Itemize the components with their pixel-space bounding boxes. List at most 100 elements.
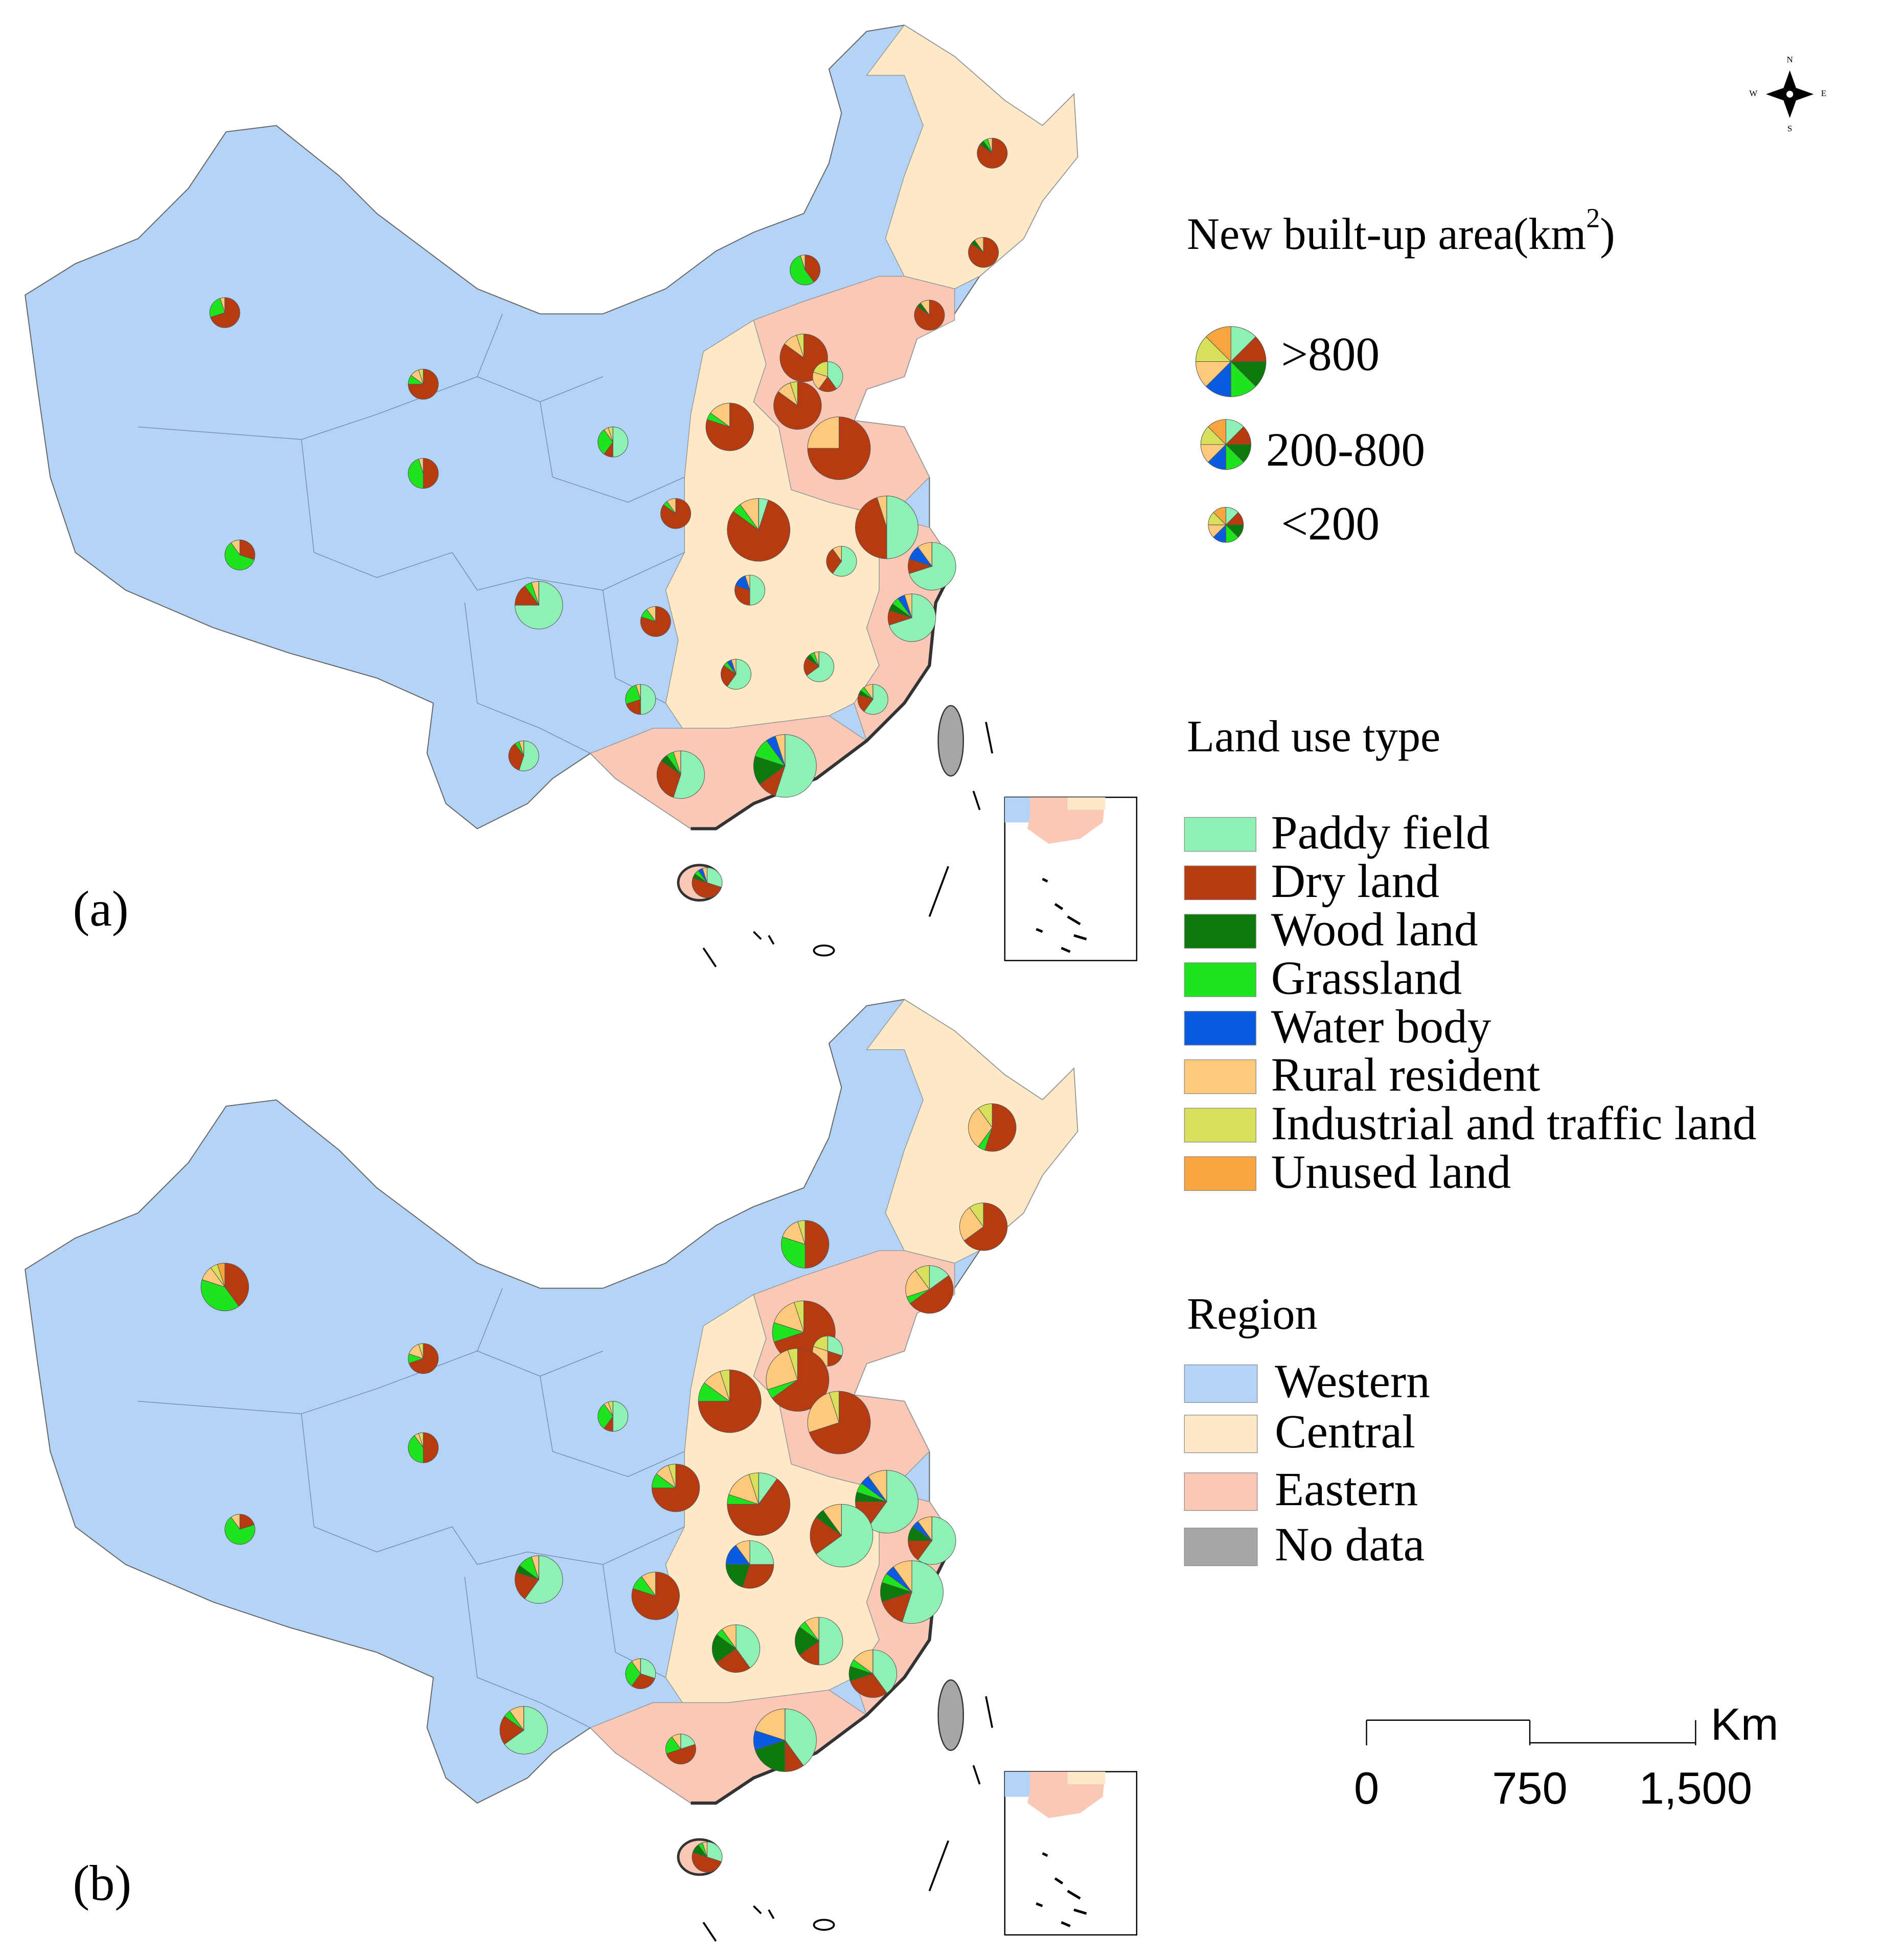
inset-island bbox=[1067, 1889, 1081, 1900]
legend-pie-wedge bbox=[1205, 326, 1231, 362]
taiwan bbox=[937, 705, 964, 777]
title-part: ) bbox=[1600, 209, 1615, 259]
island bbox=[753, 931, 762, 940]
legend-label: Central bbox=[1275, 1405, 1415, 1458]
pie-wedge bbox=[626, 699, 641, 715]
pie-wedge bbox=[499, 1716, 524, 1745]
pie-wedge bbox=[818, 1617, 843, 1666]
legend-label: Western bbox=[1275, 1355, 1430, 1408]
land-use-title: Land use type bbox=[1187, 711, 1440, 762]
compass-s: S bbox=[1787, 124, 1793, 133]
province-border bbox=[464, 1577, 591, 1728]
pie-wedge bbox=[504, 1706, 548, 1755]
legend-swatch bbox=[1184, 1011, 1256, 1046]
pie-wedge bbox=[754, 1740, 786, 1772]
pie-wedge bbox=[224, 542, 255, 570]
province-border bbox=[477, 1288, 503, 1351]
pie-wedge bbox=[902, 1560, 944, 1624]
pie-wedge bbox=[795, 1626, 820, 1656]
pie-wedge bbox=[625, 1661, 641, 1687]
legend-pie-wedge bbox=[1213, 507, 1226, 526]
legend-swatch bbox=[1184, 817, 1256, 852]
legend-swatch bbox=[1184, 914, 1256, 949]
pie-wedge bbox=[968, 237, 999, 268]
pie-wedge bbox=[726, 659, 751, 690]
inset-island bbox=[1036, 1902, 1043, 1907]
island bbox=[768, 935, 775, 945]
size-class-label: 200-800 bbox=[1266, 424, 1425, 476]
inset-island bbox=[1073, 934, 1087, 941]
island bbox=[985, 722, 994, 754]
pie-wedge bbox=[524, 1555, 563, 1604]
pie-wedge bbox=[736, 1624, 761, 1669]
pie-wedge bbox=[984, 1103, 1017, 1152]
legend-swatch bbox=[1184, 962, 1256, 997]
pie-wedge bbox=[905, 1270, 930, 1298]
pie-wedge bbox=[809, 1391, 871, 1455]
pie-wedge bbox=[827, 1335, 843, 1356]
province-border bbox=[477, 313, 503, 377]
inset-island bbox=[1054, 903, 1064, 910]
pie-wedge bbox=[872, 1649, 898, 1694]
inset-region bbox=[1004, 1771, 1030, 1797]
pie-wedge bbox=[813, 361, 828, 377]
pie-wedge bbox=[813, 1335, 828, 1352]
pie-wedge bbox=[706, 867, 723, 888]
pie-wedge bbox=[209, 298, 225, 318]
pie-wedge bbox=[706, 1841, 723, 1862]
pie-wedge bbox=[721, 665, 737, 687]
scale-label: 0 bbox=[1354, 1763, 1379, 1813]
inset-island bbox=[1067, 915, 1081, 926]
size-legend-title: New built-up area(km2) bbox=[1187, 203, 1615, 259]
pie-wedge bbox=[805, 255, 821, 283]
province-border bbox=[539, 1376, 685, 1477]
pie-wedge bbox=[749, 1540, 774, 1565]
pie-wedge bbox=[508, 743, 524, 771]
pie-wedge bbox=[807, 417, 839, 449]
pie-wedge bbox=[803, 657, 820, 676]
pie-wedge bbox=[849, 1673, 887, 1698]
pie-wedge bbox=[518, 740, 539, 771]
compass-arrow bbox=[1789, 87, 1814, 101]
pie-wedge bbox=[857, 694, 874, 712]
compass-arrow bbox=[1783, 70, 1796, 95]
compass-e: E bbox=[1821, 88, 1827, 98]
pie-wedge bbox=[200, 1279, 239, 1311]
pie-wedge bbox=[666, 1744, 696, 1765]
inset-island bbox=[1061, 947, 1071, 953]
legend-label: Paddy field bbox=[1271, 806, 1490, 859]
legend-label: Wood land bbox=[1271, 904, 1478, 956]
pie-wedge bbox=[826, 548, 842, 574]
legend-label: Dry land bbox=[1271, 855, 1439, 908]
pie-wedge bbox=[612, 1401, 629, 1432]
pie-wedge bbox=[716, 1648, 751, 1673]
pie-wedge bbox=[408, 1435, 424, 1463]
pie-wedge bbox=[742, 1564, 774, 1589]
pie-wedge bbox=[977, 137, 1008, 169]
superscript: 2 bbox=[1586, 203, 1600, 234]
pie-wedge bbox=[959, 1207, 984, 1241]
pie-wedge bbox=[806, 651, 835, 682]
pie-wedge bbox=[914, 299, 945, 331]
compass-center bbox=[1785, 90, 1794, 99]
compass-w: W bbox=[1749, 88, 1758, 98]
pie-wedge bbox=[753, 756, 786, 785]
pie-wedge bbox=[224, 1516, 256, 1545]
legend-label: No data bbox=[1275, 1518, 1425, 1571]
legend-swatch bbox=[1184, 865, 1256, 901]
pie-wedge bbox=[727, 499, 791, 562]
region-title: Region bbox=[1187, 1289, 1317, 1339]
legend-label: Water body bbox=[1271, 1000, 1491, 1053]
compass: N S W E bbox=[1749, 55, 1826, 133]
pie-wedge bbox=[408, 458, 424, 489]
legend-label: Industrial and traffic land bbox=[1271, 1097, 1757, 1150]
inset-island bbox=[1061, 1921, 1071, 1927]
pie-wedge bbox=[625, 684, 641, 705]
inset-island bbox=[1036, 928, 1043, 933]
legend-swatch bbox=[1184, 1528, 1258, 1566]
island bbox=[972, 1765, 981, 1785]
pie-wedge bbox=[224, 1263, 249, 1307]
legend-swatch bbox=[1184, 1156, 1256, 1191]
title-part: New built-up area(km bbox=[1187, 209, 1586, 259]
pie-wedge bbox=[725, 1564, 750, 1588]
